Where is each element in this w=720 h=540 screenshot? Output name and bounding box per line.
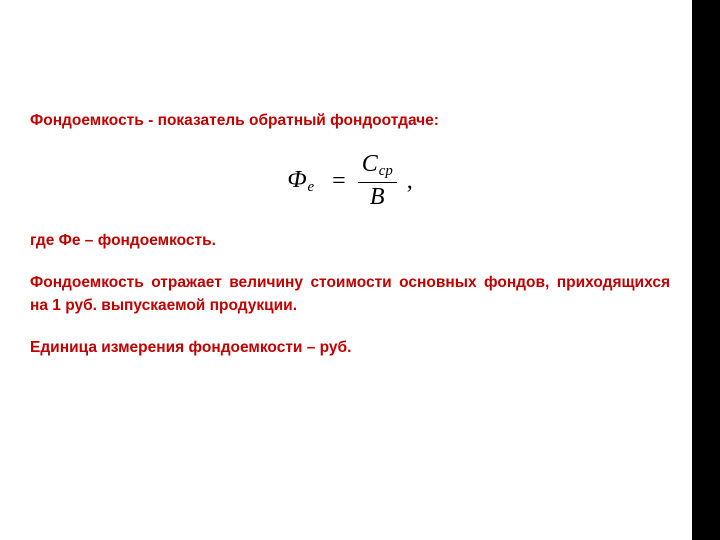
formula-lhs-sub: е bbox=[307, 179, 315, 195]
formula-trailing: , bbox=[403, 168, 413, 195]
formula: Фе = Сср В , bbox=[287, 152, 413, 210]
paragraph-definition: Фондоемкость отражает величину стоимости… bbox=[30, 272, 670, 317]
formula-num-base: С bbox=[362, 151, 378, 177]
formula-lhs-base: Ф bbox=[287, 167, 306, 193]
formula-fraction: Сср В bbox=[358, 152, 397, 210]
formula-num-sub: ср bbox=[378, 163, 393, 179]
content-area: Фондоемкость - показатель обратный фондо… bbox=[30, 110, 670, 360]
slide: Фондоемкость - показатель обратный фондо… bbox=[0, 0, 720, 540]
formula-equals: = bbox=[326, 168, 352, 195]
formula-block: Фе = Сср В , bbox=[30, 152, 670, 210]
formula-numerator: Сср bbox=[358, 152, 397, 182]
formula-denominator: В bbox=[358, 183, 397, 210]
paragraph-intro: Фондоемкость - показатель обратный фондо… bbox=[30, 110, 670, 132]
side-accent-bar bbox=[692, 0, 720, 540]
paragraph-where: где Фе – фондоемкость. bbox=[30, 230, 670, 252]
formula-lhs: Фе bbox=[287, 167, 320, 196]
paragraph-unit: Единица измерения фондоемкости – руб. bbox=[30, 337, 670, 359]
